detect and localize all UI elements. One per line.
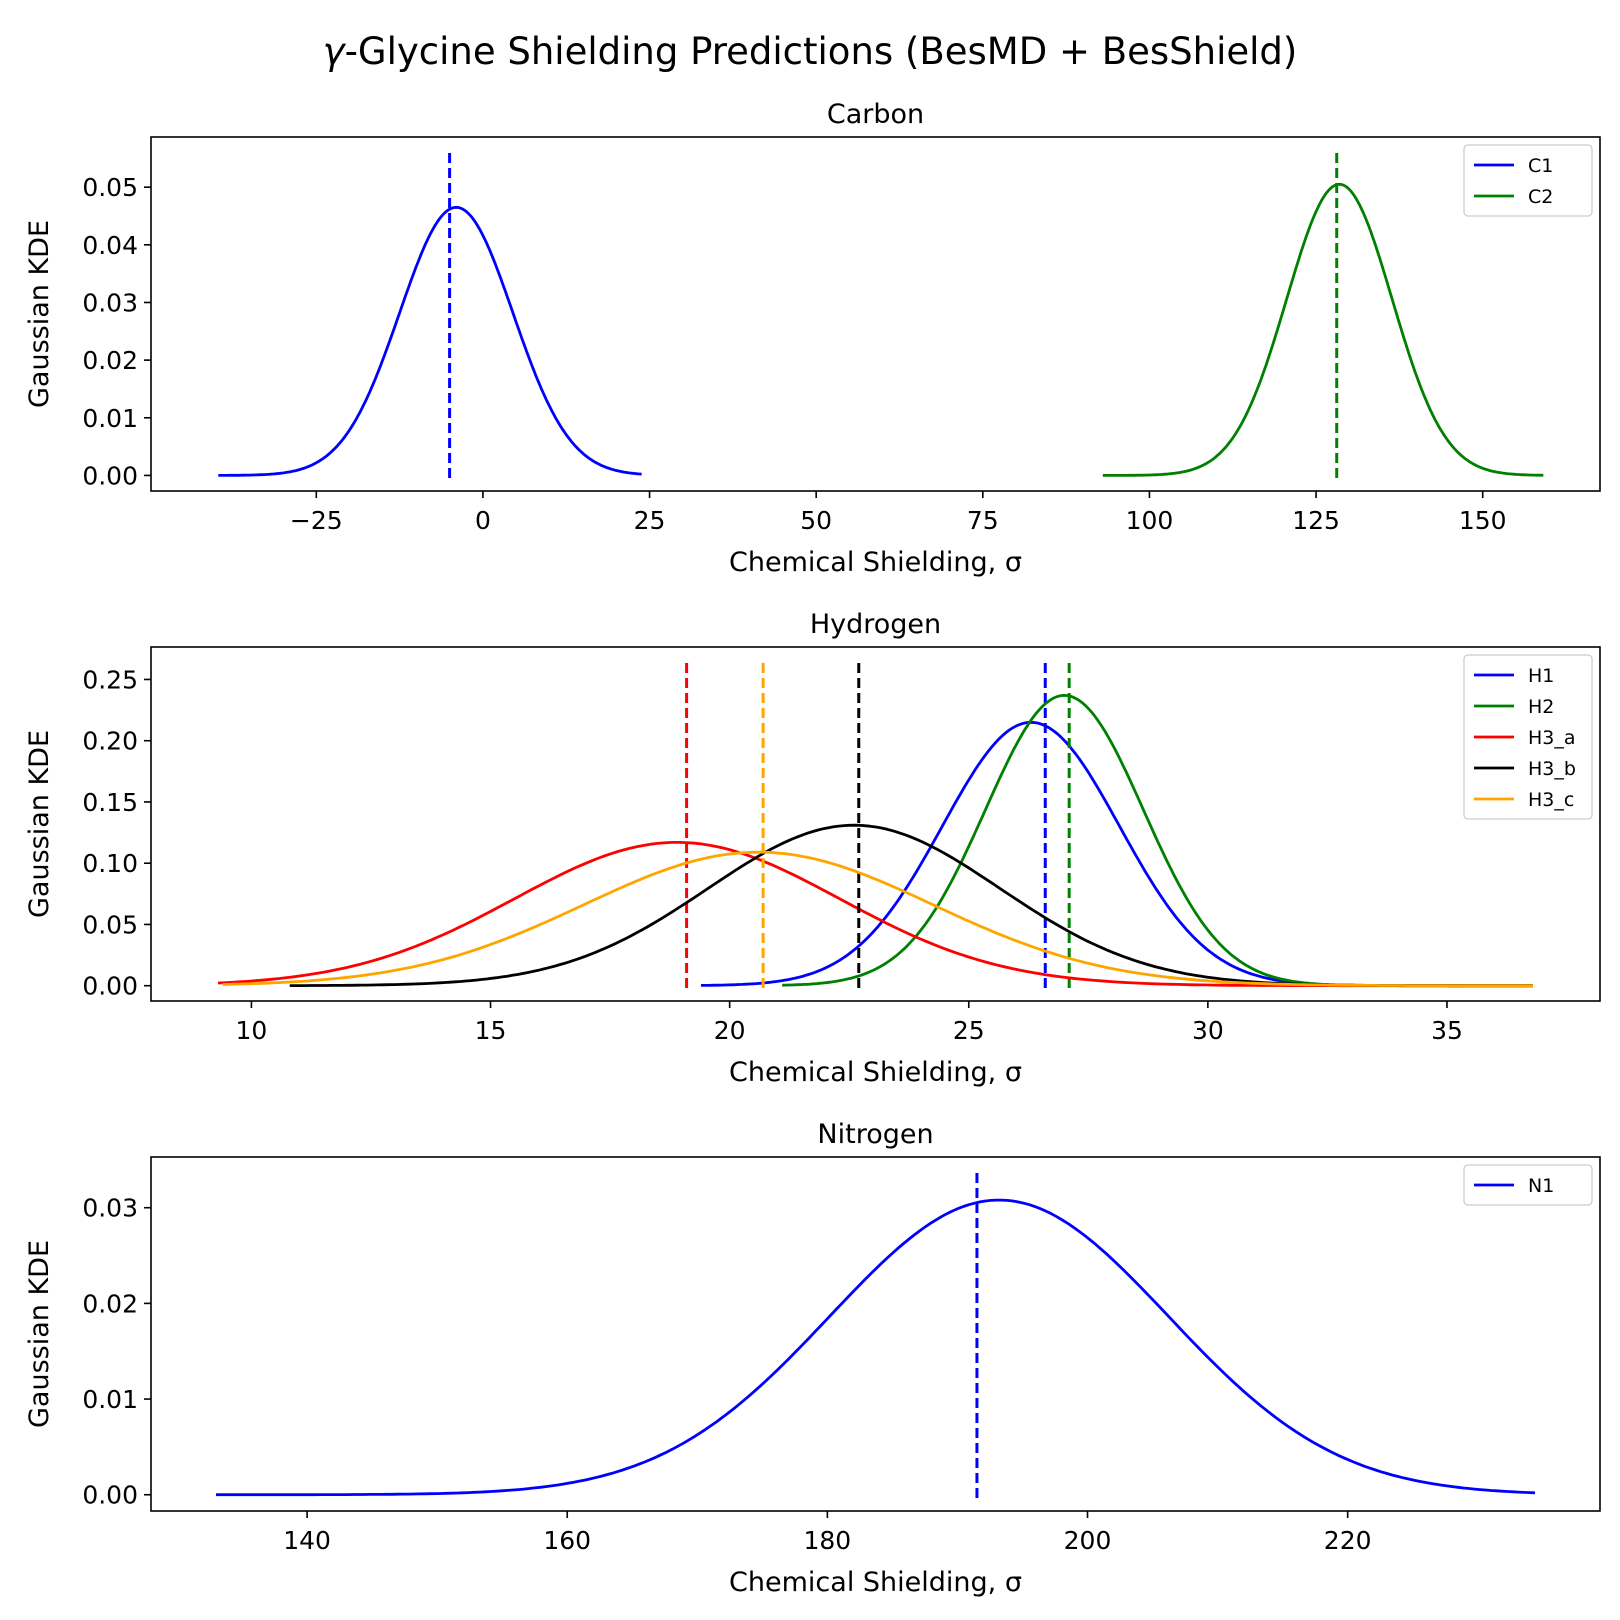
hydrogen-ytick-label: 0.10 <box>82 849 138 878</box>
carbon-ytick-label: 0.04 <box>82 231 138 260</box>
nitrogen-xtick-label: 180 <box>804 1526 852 1555</box>
hydrogen-series-h3-a-curve <box>217 841 1533 988</box>
carbon-ytick-label: 0.02 <box>82 346 138 375</box>
carbon-legend <box>1463 144 1593 217</box>
nitrogen-ytick-label: 0.03 <box>82 1194 138 1223</box>
carbon-title: Carbon <box>827 99 924 130</box>
nitrogen-ytick-label: 0.01 <box>82 1385 138 1414</box>
figure-title: γ-Glycine Shielding Predictions (BesMD +… <box>323 30 1298 73</box>
carbon-ytick-label: 0.03 <box>82 288 138 317</box>
hydrogen-legend-label-h2: H2 <box>1528 696 1554 718</box>
hydrogen-axes-frame <box>150 646 1601 1002</box>
hydrogen-ylabel: Gaussian KDE <box>24 730 55 918</box>
hydrogen-xtick-label: 15 <box>475 1016 507 1045</box>
nitrogen-title: Nitrogen <box>817 1119 933 1150</box>
carbon-xtick-label: 75 <box>967 506 999 535</box>
hydrogen-ytick-label: 0.25 <box>82 665 138 694</box>
carbon-ytick-label: 0.01 <box>82 404 138 433</box>
figure-title-rest: -Glycine Shielding Predictions (BesMD + … <box>345 30 1298 73</box>
carbon-legend-label-c2: C2 <box>1528 186 1553 208</box>
carbon-xtick-label: 150 <box>1459 506 1507 535</box>
hydrogen-legend-label-h1: H1 <box>1528 665 1554 687</box>
nitrogen-xlabel: Chemical Shielding, σ <box>729 1567 1022 1598</box>
carbon-xtick-label: 100 <box>1126 506 1174 535</box>
carbon-xtick-label: −25 <box>290 506 343 535</box>
carbon-ytick-label: 0.00 <box>82 461 138 490</box>
carbon-panel: Carbon Gaussian KDE Chemical Shielding, … <box>24 99 1601 578</box>
hydrogen-ytick-label: 0.15 <box>82 788 138 817</box>
hydrogen-series-h3-b-curve <box>289 823 1533 988</box>
carbon-xtick-label: 25 <box>634 506 666 535</box>
nitrogen-xtick-label: 160 <box>543 1526 591 1555</box>
nitrogen-legend-label-n1: N1 <box>1528 1175 1554 1197</box>
hydrogen-xtick-label: 25 <box>953 1016 985 1045</box>
nitrogen-series-n1-curve <box>216 1198 1536 1497</box>
hydrogen-panel: Hydrogen Gaussian KDE Chemical Shielding… <box>24 609 1601 1088</box>
hydrogen-xlabel: Chemical Shielding, σ <box>729 1057 1022 1088</box>
nitrogen-ytick-label: 0.02 <box>82 1289 138 1318</box>
nitrogen-xtick-label: 140 <box>283 1526 331 1555</box>
hydrogen-xtick-label: 35 <box>1431 1016 1463 1045</box>
nitrogen-panel: Nitrogen Gaussian KDE Chemical Shielding… <box>24 1119 1601 1598</box>
nitrogen-xtick-label: 220 <box>1324 1526 1372 1555</box>
hydrogen-legend-label-h3-a: H3_a <box>1528 727 1576 749</box>
carbon-axes-frame <box>150 136 1601 492</box>
carbon-ytick-label: 0.05 <box>82 173 138 202</box>
nitrogen-xtick-label: 200 <box>1064 1526 1112 1555</box>
hydrogen-series-h1-curve <box>701 720 1533 988</box>
carbon-ylabel: Gaussian KDE <box>24 220 55 408</box>
hydrogen-ytick-label: 0.05 <box>82 910 138 939</box>
figure-title-greek: γ <box>323 30 347 73</box>
hydrogen-series-h2-curve <box>782 694 1533 988</box>
hydrogen-ytick-label: 0.20 <box>82 727 138 756</box>
carbon-legend-label-c1: C1 <box>1528 155 1553 177</box>
nitrogen-ylabel: Gaussian KDE <box>24 1240 55 1428</box>
hydrogen-legend-label-h3-c: H3_c <box>1528 789 1574 811</box>
hydrogen-legend-label-h3-b: H3_b <box>1528 758 1576 780</box>
hydrogen-xtick-label: 20 <box>714 1016 746 1045</box>
nitrogen-axes-frame <box>150 1156 1601 1512</box>
carbon-xtick-label: 0 <box>475 506 491 535</box>
nitrogen-ytick-label: 0.00 <box>82 1481 138 1510</box>
hydrogen-xtick-label: 30 <box>1192 1016 1224 1045</box>
carbon-xtick-label: 125 <box>1292 506 1340 535</box>
carbon-series-c2-curve <box>1102 182 1544 477</box>
carbon-series-c1-curve <box>218 205 642 477</box>
hydrogen-series-h3-c-curve <box>222 850 1533 988</box>
carbon-xlabel: Chemical Shielding, σ <box>729 547 1022 578</box>
nitrogen-legend <box>1463 1164 1593 1206</box>
hydrogen-legend <box>1463 654 1593 820</box>
hydrogen-ytick-label: 0.00 <box>82 972 138 1001</box>
carbon-xtick-label: 50 <box>800 506 832 535</box>
hydrogen-xtick-label: 10 <box>236 1016 268 1045</box>
hydrogen-title: Hydrogen <box>810 609 941 640</box>
